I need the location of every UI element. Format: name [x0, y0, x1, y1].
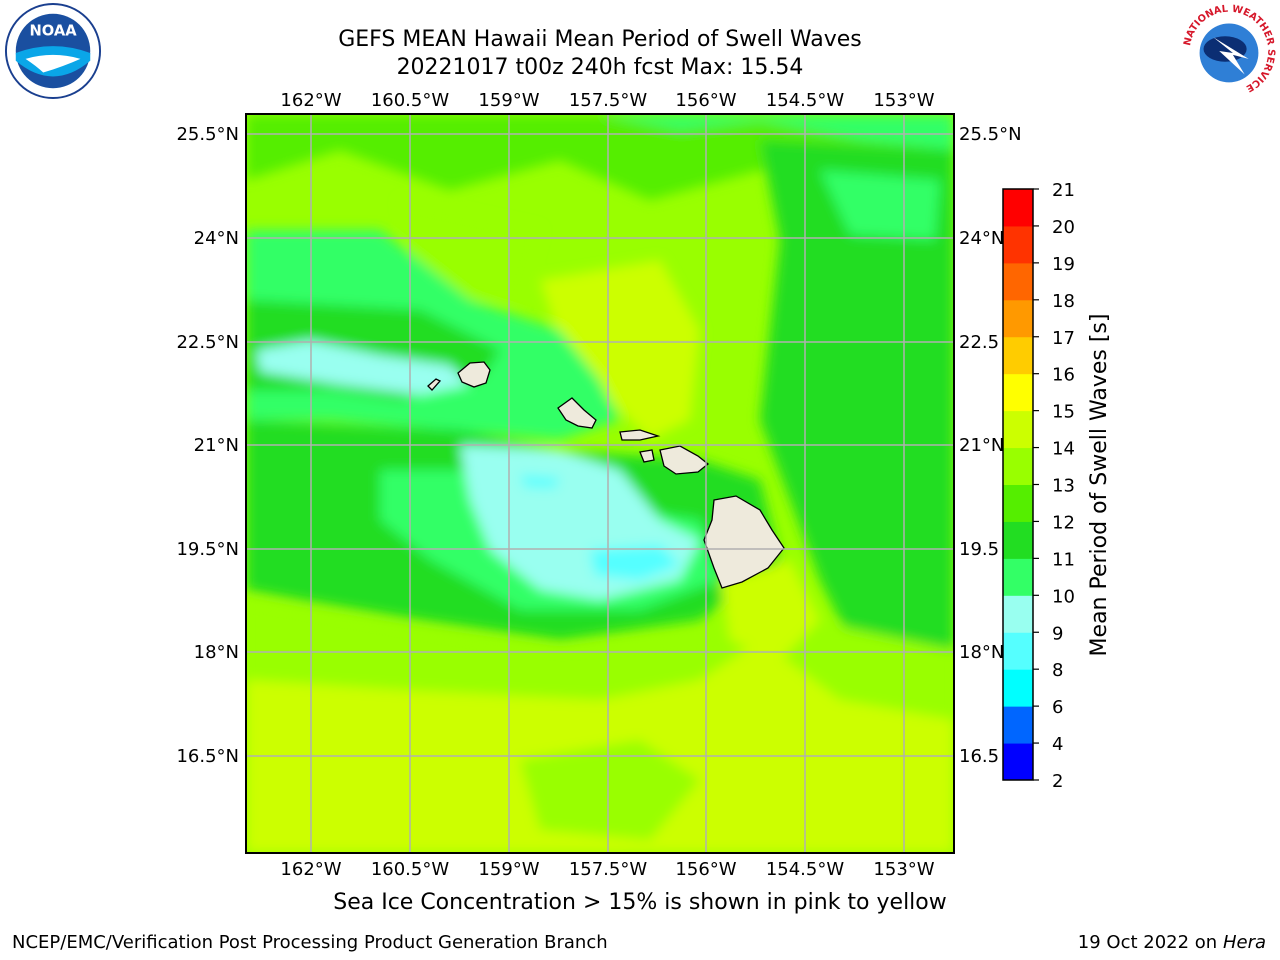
lat-tick-left: 22.5°N [176, 332, 239, 353]
noaa-logo: NOAA [4, 2, 102, 100]
colorbar-swatch [1003, 558, 1033, 596]
lon-tick-top: 160.5°W [371, 90, 450, 111]
footer-date: 19 Oct 2022 on Hera [1078, 932, 1266, 953]
colorbar-swatch [1003, 447, 1033, 485]
lon-tick-bottom: 162°W [280, 859, 341, 880]
island-maui [659, 445, 710, 475]
colorbar-swatch [1003, 595, 1033, 633]
colorbar-tick-label: 9 [1052, 623, 1063, 644]
colorbar-tick-label: 10 [1052, 586, 1075, 607]
lon-tick-bottom: 159°W [478, 859, 539, 880]
colorbar-tick-label: 2 [1052, 771, 1063, 792]
lon-tick-top: 153°W [873, 90, 934, 111]
map-gridlines [246, 114, 954, 853]
lat-tick-right: 18°N [959, 642, 1004, 663]
hawaiian-islands [427, 361, 785, 589]
island-lanai [639, 449, 655, 463]
noaa-logo-text: NOAA [29, 22, 77, 39]
colorbar-tick-label: 18 [1052, 291, 1075, 312]
colorbar-swatch [1003, 336, 1033, 375]
colorbar-tick-label: 13 [1052, 476, 1075, 497]
island-kauai [457, 361, 491, 388]
island-oahu [557, 397, 597, 429]
colorbar-swatch [1003, 225, 1033, 264]
lat-tick-left: 24°N [194, 228, 239, 249]
colorbar-tick-label: 6 [1052, 697, 1063, 718]
colorbar-swatch [1003, 484, 1033, 522]
lon-tick-top: 156°W [675, 90, 736, 111]
lon-tick-bottom: 160.5°W [371, 859, 450, 880]
map-subtitle: 20221017 t00z 240h fcst Max: 15.54 [396, 55, 804, 80]
colorbar-swatch [1003, 299, 1033, 338]
lon-tick-top: 159°W [478, 90, 539, 111]
swell-period-field [246, 114, 954, 853]
lat-tick-left: 19.5°N [176, 539, 239, 560]
lat-tick-right: 19.5 [959, 539, 999, 560]
island-molokai [619, 429, 661, 441]
colorbar-tick-label: 16 [1052, 365, 1075, 386]
map-title: GEFS MEAN Hawaii Mean Period of Swell Wa… [338, 27, 862, 52]
colorbar-swatch [1003, 373, 1033, 412]
colorbar-swatch [1003, 410, 1033, 449]
colorbar-tick-label: 12 [1052, 512, 1075, 533]
lon-tick-bottom: 157.5°W [569, 859, 648, 880]
colorbar-label: Mean Period of Swell Waves [s] [1087, 314, 1112, 657]
colorbar-swatch [1003, 189, 1033, 227]
lat-tick-left: 25.5°N [176, 124, 239, 145]
colorbar-tick-label: 19 [1052, 254, 1075, 275]
island-niihau [427, 378, 442, 391]
lat-tick-left: 16.5°N [176, 746, 239, 767]
footer-date-text: 19 Oct 2022 on [1077, 932, 1223, 953]
colorbar-swatch [1003, 632, 1033, 670]
lat-tick-left: 21°N [194, 435, 239, 456]
colorbar-tick-label: 11 [1052, 549, 1075, 570]
colorbar-tick-label: 20 [1052, 217, 1075, 238]
lon-tick-bottom: 154.5°W [766, 859, 845, 880]
colorbar-tick-label: 14 [1052, 439, 1075, 460]
map-caption: Sea Ice Concentration > 15% is shown in … [333, 890, 947, 915]
colorbar-swatch [1003, 669, 1033, 707]
lat-tick-right: 24°N [959, 228, 1004, 249]
lat-tick-right: 16.5 [959, 746, 999, 767]
lon-tick-bottom: 153°W [873, 859, 934, 880]
colorbar-swatch [1003, 262, 1033, 301]
colorbar-tick-label: 4 [1052, 734, 1063, 755]
colorbar-tick-label: 15 [1052, 402, 1075, 423]
lat-tick-right: 21°N [959, 435, 1004, 456]
colorbar-swatch [1003, 706, 1033, 744]
lat-tick-right: 22.5 [959, 332, 999, 353]
colorbar-tick-label: 8 [1052, 660, 1063, 681]
lon-tick-top: 154.5°W [766, 90, 845, 111]
colorbar: 2 4 6 8 9 10 11 12 13 14 15 16 17 18 19 20 21 [1002, 180, 1075, 792]
nws-logo: NATIONAL WEATHER SERVICE [1181, 4, 1276, 99]
colorbar-tick-label: 17 [1052, 328, 1075, 349]
colorbar-tick-label: 21 [1052, 180, 1075, 201]
map-frame [245, 113, 955, 854]
lon-tick-bottom: 156°W [675, 859, 736, 880]
colorbar-swatch [1003, 521, 1033, 559]
footer-host: Hera [1222, 932, 1266, 953]
lat-tick-right: 25.5°N [959, 124, 1022, 145]
lon-tick-top: 162°W [280, 90, 341, 111]
lon-tick-top: 157.5°W [569, 90, 648, 111]
colorbar-swatch [1003, 743, 1033, 781]
lat-tick-left: 18°N [194, 642, 239, 663]
footer-credit: NCEP/EMC/Verification Post Processing Pr… [12, 932, 608, 953]
